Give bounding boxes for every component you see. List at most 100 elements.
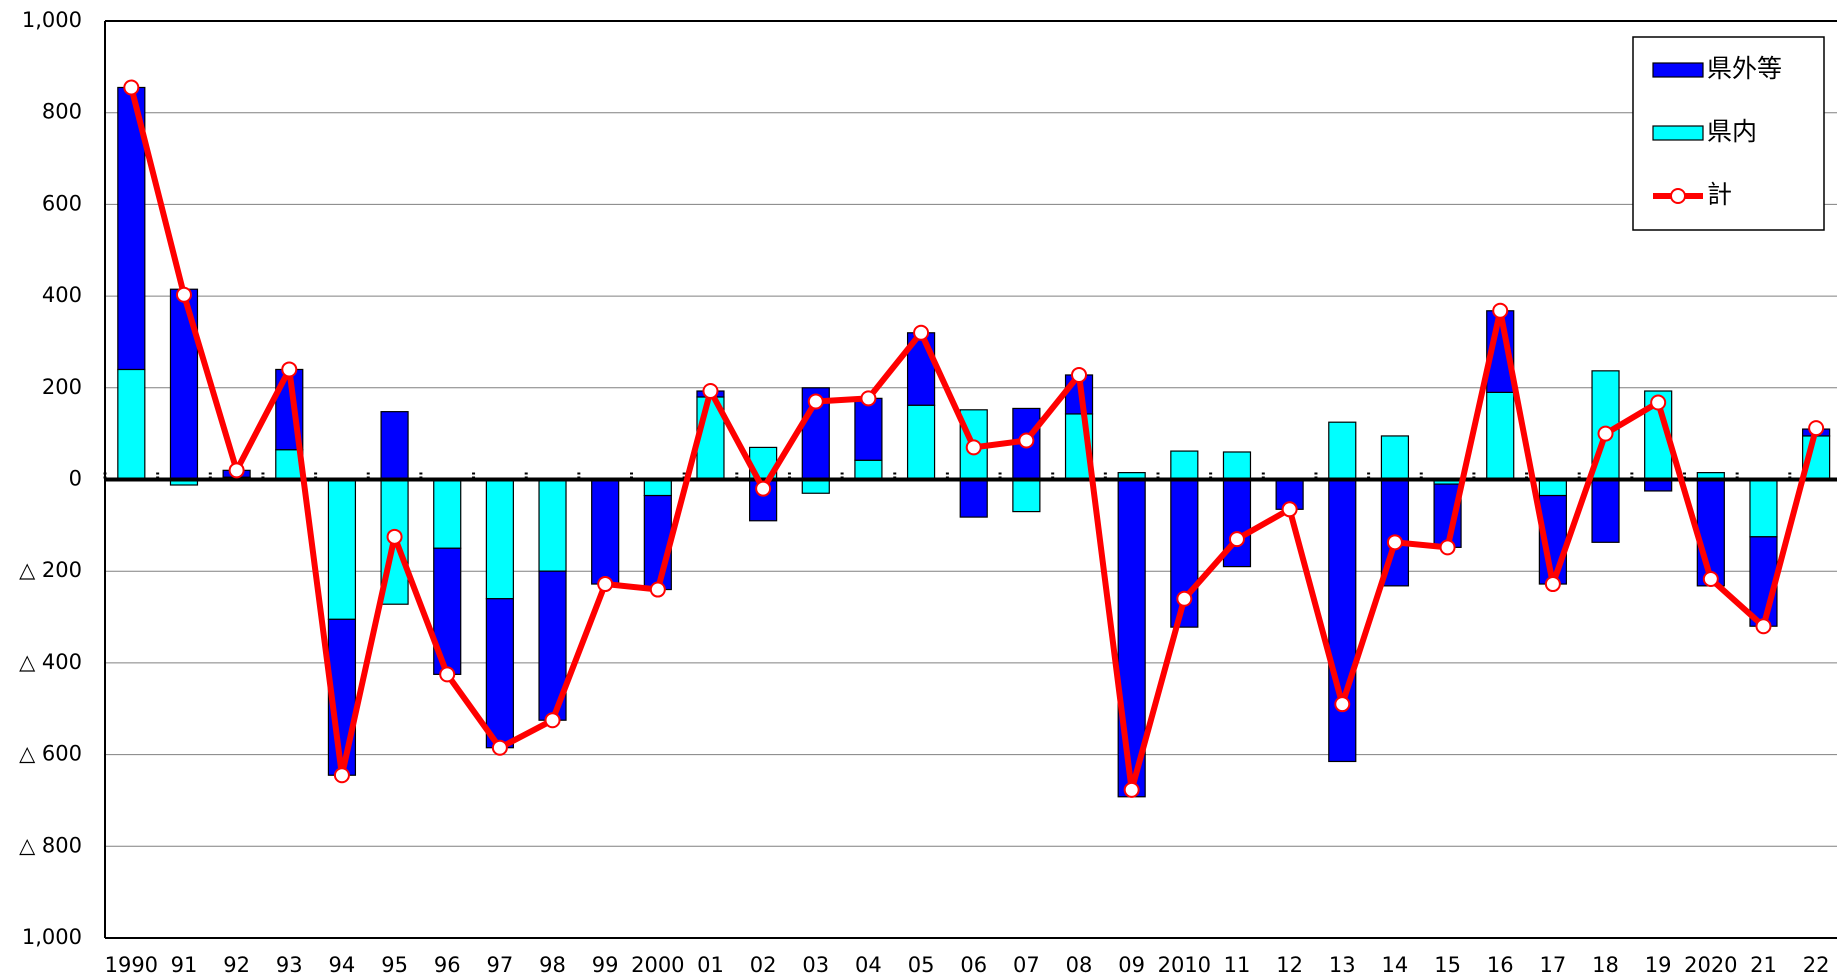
y-tick-label: △ 400 [19, 650, 82, 674]
x-tick-label: 98 [539, 953, 566, 977]
x-tick-label: 1990 [105, 953, 158, 977]
y-tick-label: 200 [42, 375, 82, 399]
y-tick-label: 0 [69, 467, 82, 491]
marker [439, 666, 456, 683]
marker [1544, 576, 1561, 593]
legend-label: 計 [1707, 180, 1732, 209]
bar [433, 478, 462, 549]
bar [538, 478, 567, 572]
legend-label: 県内 [1707, 117, 1757, 146]
legend-swatch [1652, 62, 1704, 78]
legend-swatch [1670, 188, 1686, 204]
x-tick-label: 11 [1224, 953, 1251, 977]
marker [807, 393, 824, 410]
x-tick-label: 93 [276, 953, 303, 977]
x-tick-label: 19 [1645, 953, 1672, 977]
bar [1538, 478, 1567, 497]
x-tick-label: 02 [750, 953, 777, 977]
marker [544, 712, 561, 729]
marker [1071, 366, 1088, 383]
bar [1222, 451, 1252, 481]
marker [1334, 696, 1351, 713]
x-tick-label: 17 [1540, 953, 1567, 977]
bar [854, 397, 883, 461]
y-tick-label: 1,000 [22, 8, 82, 32]
marker [1597, 425, 1614, 442]
legend-label: 県外等 [1707, 54, 1782, 83]
x-tick-label: 2000 [631, 953, 684, 977]
marker [755, 480, 772, 497]
x-tick-label: 96 [434, 953, 461, 977]
x-tick-label: 13 [1329, 953, 1356, 977]
marker [491, 739, 508, 756]
x-tick-label: 04 [855, 953, 882, 977]
marker [1492, 302, 1509, 319]
x-tick-label: 21 [1750, 953, 1777, 977]
bar [801, 478, 830, 494]
x-tick-label: 12 [1276, 953, 1303, 977]
x-tick-label: 22 [1803, 953, 1830, 977]
x-tick-label: 95 [381, 953, 408, 977]
bar [1328, 478, 1357, 763]
marker [175, 286, 192, 303]
bar [854, 459, 883, 481]
marker [333, 767, 350, 784]
x-tick-label: 91 [171, 953, 198, 977]
y-tick-label: △ 600 [19, 742, 82, 766]
marker [1176, 590, 1193, 607]
marker [1439, 539, 1456, 556]
x-tick-label: 05 [908, 953, 935, 977]
bar [380, 411, 409, 481]
x-tick-label: 18 [1592, 953, 1619, 977]
marker [597, 576, 614, 593]
marker [1650, 394, 1667, 411]
x-tick-label: 09 [1118, 953, 1145, 977]
bar [117, 368, 146, 481]
x-tick-label: 06 [960, 953, 987, 977]
bar [1749, 478, 1778, 538]
x-tick-label: 2010 [1158, 953, 1211, 977]
x-tick-label: 08 [1066, 953, 1093, 977]
y-tick-label: 600 [42, 191, 82, 215]
y-tick-label: 400 [42, 283, 82, 307]
bar [485, 598, 514, 749]
bar [1117, 478, 1146, 798]
bar [959, 478, 988, 518]
marker [228, 462, 245, 479]
x-tick-label: 15 [1434, 953, 1461, 977]
marker [1755, 618, 1772, 635]
marker [1702, 570, 1719, 587]
bar [1328, 421, 1357, 481]
marker [913, 324, 930, 341]
marker [649, 581, 666, 598]
y-tick-label: 800 [42, 100, 82, 124]
bar [485, 478, 514, 600]
marker [702, 383, 719, 400]
marker [1281, 501, 1298, 518]
legend-swatch [1652, 125, 1704, 141]
x-tick-label: 2020 [1684, 953, 1737, 977]
bar [1591, 478, 1620, 543]
marker [1123, 781, 1140, 798]
y-tick-label: △ 200 [19, 558, 82, 582]
x-tick-label: 94 [329, 953, 356, 977]
x-tick-label: 97 [487, 953, 514, 977]
x-tick-label: 03 [802, 953, 829, 977]
bar [643, 494, 672, 591]
marker [123, 79, 140, 96]
marker [1808, 420, 1825, 437]
marker [965, 439, 982, 456]
x-tick-label: 92 [223, 953, 250, 977]
marker [1386, 534, 1403, 551]
marker [386, 528, 403, 545]
bar [906, 404, 936, 481]
x-tick-label: 14 [1382, 953, 1409, 977]
bar [1380, 435, 1410, 481]
marker [860, 390, 877, 407]
bar [643, 478, 672, 497]
y-tick-label: 1,000 [22, 925, 82, 949]
bar [1012, 478, 1041, 513]
bar [591, 478, 620, 585]
bar [1170, 450, 1199, 481]
